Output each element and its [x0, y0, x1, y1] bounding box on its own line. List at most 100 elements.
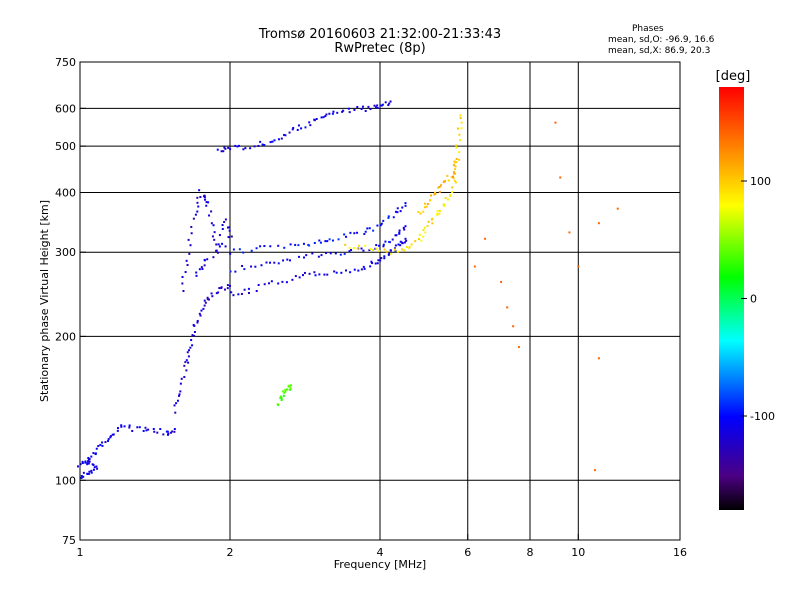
data-point: [269, 261, 272, 264]
data-point: [269, 141, 272, 144]
x-tick-label: 10: [571, 546, 585, 559]
data-point: [95, 465, 98, 468]
data-point: [447, 179, 450, 182]
data-point: [277, 138, 280, 141]
data-point: [455, 158, 458, 161]
y-tick-label: 75: [62, 534, 76, 547]
data-point: [197, 205, 200, 208]
data-point: [285, 388, 288, 391]
data-point: [227, 226, 230, 229]
data-point: [191, 344, 194, 347]
data-point: [326, 273, 329, 276]
data-point: [120, 424, 123, 427]
data-point: [384, 240, 387, 243]
x-tick-label: 4: [377, 546, 384, 559]
data-point: [304, 126, 307, 129]
data-point: [171, 430, 174, 433]
data-point: [369, 247, 372, 250]
data-point: [284, 134, 287, 137]
data-point: [440, 184, 443, 187]
x-tick-label: 2: [227, 546, 234, 559]
data-point: [207, 201, 210, 204]
data-point: [356, 231, 359, 234]
stats-x-line: mean, sd,X: 86.9, 20.3: [608, 46, 711, 56]
data-point: [196, 196, 199, 199]
data-point: [86, 472, 89, 475]
data-point: [218, 245, 221, 248]
data-point: [184, 361, 187, 364]
data-point: [339, 253, 342, 256]
data-point: [408, 246, 411, 249]
data-point: [220, 286, 223, 289]
data-point: [426, 203, 429, 206]
data-point: [333, 270, 336, 273]
data-point: [437, 186, 440, 189]
data-point: [438, 212, 441, 215]
data-point: [136, 426, 139, 429]
data-point: [173, 428, 176, 431]
data-point: [597, 357, 600, 360]
data-point: [597, 222, 600, 225]
data-point: [185, 369, 188, 372]
data-point: [423, 202, 426, 205]
data-point: [111, 433, 114, 436]
data-point: [116, 429, 119, 432]
data-point: [381, 103, 384, 106]
data-point: [215, 249, 218, 252]
data-point: [453, 171, 456, 174]
data-point: [449, 194, 452, 197]
data-point: [144, 426, 147, 429]
data-point: [173, 430, 176, 433]
data-point: [349, 271, 352, 274]
data-point: [473, 265, 476, 268]
data-point: [380, 104, 383, 107]
data-point: [332, 110, 335, 113]
data-point: [284, 390, 287, 393]
data-point: [352, 247, 355, 250]
data-point: [204, 301, 207, 304]
data-point: [131, 429, 134, 432]
data-point: [187, 361, 190, 364]
data-point: [226, 284, 229, 287]
data-point: [379, 259, 382, 262]
data-point: [371, 262, 374, 265]
data-point: [376, 224, 379, 227]
data-point: [213, 238, 216, 241]
y-tick-labels: 75 100 200 300 400 500 600 750: [55, 56, 86, 547]
data-point: [374, 247, 377, 250]
stats-o-line: mean, sd,O: -96.9, 16.6: [608, 35, 715, 45]
data-point: [453, 179, 456, 182]
data-point: [273, 261, 276, 264]
data-point: [176, 399, 179, 402]
data-point: [218, 287, 221, 290]
data-point: [385, 250, 388, 253]
data-point: [242, 251, 245, 254]
data-point: [377, 244, 380, 247]
data-point: [205, 204, 208, 207]
data-point: [444, 180, 447, 183]
data-point: [375, 247, 378, 250]
data-point: [210, 222, 213, 225]
data-point: [512, 325, 515, 328]
data-point: [92, 468, 95, 471]
data-point: [328, 238, 331, 241]
data-point: [236, 145, 239, 148]
data-point: [203, 264, 206, 267]
data-point: [223, 146, 226, 149]
data-point: [458, 151, 461, 154]
data-point: [438, 185, 441, 188]
data-point: [403, 228, 406, 231]
data-point: [190, 225, 193, 228]
data-point: [395, 234, 398, 237]
data-point: [112, 433, 115, 436]
data-point: [459, 116, 462, 119]
data-point: [200, 266, 203, 269]
data-point: [87, 462, 90, 465]
data-point: [173, 404, 176, 407]
data-point: [369, 265, 372, 268]
data-point: [398, 229, 401, 232]
data-point: [276, 403, 279, 406]
data-point: [368, 249, 371, 252]
data-point: [193, 330, 196, 333]
data-point: [370, 260, 373, 263]
